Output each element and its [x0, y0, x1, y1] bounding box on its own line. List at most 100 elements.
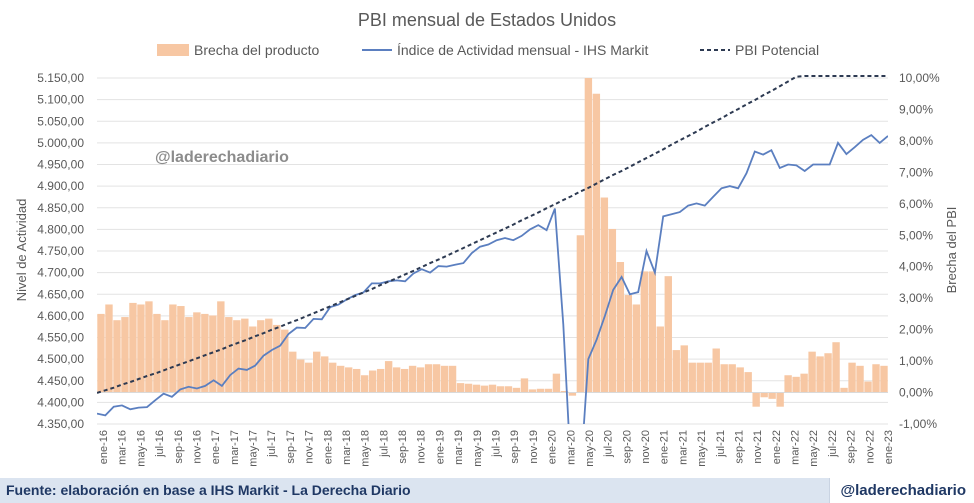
gap-bar — [352, 368, 361, 393]
activity-index-line — [97, 133, 888, 424]
gap-bar — [129, 302, 137, 393]
gap-bar — [145, 301, 153, 393]
gap-bar — [640, 271, 649, 393]
gap-bar — [432, 364, 441, 393]
y-tick-label: 4.750,00 — [37, 244, 84, 258]
x-tick-label: mar-21 — [677, 430, 689, 465]
gap-bar — [161, 320, 169, 393]
x-tick-label: sep-16 — [173, 430, 185, 464]
y-tick-label: 4.950,00 — [37, 158, 84, 172]
chart: PBI mensual de Estados Unidos Brecha del… — [14, 10, 959, 467]
y2-tick-label: 6,00% — [899, 197, 933, 211]
gap-bar — [712, 348, 720, 393]
gap-bar — [872, 364, 880, 393]
x-tick-label: may-22 — [808, 430, 820, 467]
gap-bars — [97, 78, 888, 407]
gap-bar — [424, 364, 433, 393]
gap-bar — [169, 304, 177, 393]
y2-tick-label: 2,00% — [899, 323, 933, 337]
x-tick-label: jul-19 — [491, 430, 503, 458]
gap-bar — [728, 364, 736, 393]
x-tick-label: mar-16 — [117, 430, 129, 465]
gap-bar — [368, 370, 377, 393]
legend: Brecha del producto Índice de Actividad m… — [157, 42, 819, 58]
gap-bar — [265, 318, 273, 393]
x-tick-label: sep-20 — [621, 430, 633, 464]
legend-label: PBI Potencial — [735, 42, 819, 58]
gap-bar — [824, 353, 832, 393]
gap-bar — [241, 318, 249, 393]
gap-bar — [856, 365, 864, 393]
gap-bar — [864, 381, 872, 393]
gap-bar — [209, 315, 217, 393]
gap-bar — [672, 350, 680, 393]
y2-tick-label: 9,00% — [899, 102, 933, 116]
gap-bar — [201, 313, 209, 393]
gap-bar — [185, 317, 193, 393]
gap-bar — [552, 373, 561, 393]
x-tick-label: jul-20 — [603, 430, 615, 458]
gap-bar — [720, 364, 728, 393]
y-tick-label: 4.600,00 — [37, 309, 84, 323]
gap-bar — [600, 197, 609, 393]
watermark: @laderechadiario — [155, 149, 289, 166]
gap-bar — [744, 372, 752, 393]
x-tick-label: may-17 — [248, 430, 260, 467]
x-axis-ticks: ene-16 mar-16 may-16 jul-16 sep-16 nov-16 ene-… — [98, 430, 895, 467]
gap-bar — [360, 375, 369, 393]
x-tick-label: jul-17 — [266, 430, 278, 458]
gap-bar — [137, 304, 145, 393]
x-tick-label: nov-21 — [752, 430, 764, 464]
y-axis-ticks: 4.350,00 4.400,00 4.450,00 4.500,00 4.550,00… — [37, 71, 84, 431]
gap-bar — [344, 367, 353, 393]
gap-bar — [536, 388, 545, 393]
gap-bar — [760, 392, 768, 398]
gap-bar — [376, 368, 385, 393]
x-tick-label: ene-18 — [322, 430, 334, 464]
legend-label: Índice de Actividad mensual - IHS Markit — [397, 42, 648, 58]
y-axis-label: Nivel de Actividad — [14, 199, 29, 302]
y-tick-label: 4.400,00 — [37, 395, 84, 409]
gap-bar — [488, 384, 497, 393]
y2-tick-label: 8,00% — [899, 134, 933, 148]
gap-bar — [832, 342, 840, 393]
y2-tick-label: 3,00% — [899, 291, 933, 305]
gap-bar — [696, 362, 704, 393]
gap-bar — [520, 378, 529, 393]
gap-bar — [880, 365, 888, 393]
x-tick-label: jul-21 — [715, 430, 727, 458]
gap-bar — [480, 385, 489, 393]
y2-tick-label: 5,00% — [899, 228, 933, 242]
footer-handle: @laderechadiario — [829, 478, 974, 503]
gap-bar — [632, 304, 641, 393]
gap-bar — [680, 345, 688, 393]
footer-source: Fuente: elaboración en base a IHS Markit… — [6, 482, 411, 498]
gap-bar — [688, 362, 696, 393]
gap-bar — [392, 367, 401, 393]
gap-bar — [281, 329, 289, 393]
x-tick-label: nov-19 — [528, 430, 540, 464]
legend-label: Brecha del producto — [194, 42, 320, 58]
x-tick-label: nov-17 — [304, 430, 316, 464]
gap-bar — [273, 324, 281, 393]
gap-bar — [776, 392, 784, 407]
gap-bar — [105, 304, 113, 393]
gap-bar — [544, 388, 553, 393]
x-tick-label: may-20 — [584, 430, 596, 467]
potential-gdp-line — [97, 75, 888, 394]
y2-tick-label: 10,00% — [899, 71, 940, 85]
x-tick-label: nov-18 — [416, 430, 428, 464]
x-tick-label: mar-20 — [565, 430, 577, 465]
y-tick-label: 4.800,00 — [37, 222, 84, 236]
gap-bar — [297, 359, 305, 393]
gap-bar — [225, 317, 233, 393]
series-lines — [97, 75, 888, 424]
x-tick-label: ene-19 — [434, 430, 446, 464]
gap-bar — [448, 365, 457, 393]
gap-bar — [289, 351, 297, 393]
gap-bar — [464, 383, 473, 393]
x-tick-label: mar-18 — [341, 430, 353, 465]
gap-bar — [472, 384, 481, 393]
y-tick-label: 4.500,00 — [37, 352, 84, 366]
x-tick-label: ene-21 — [659, 430, 671, 464]
